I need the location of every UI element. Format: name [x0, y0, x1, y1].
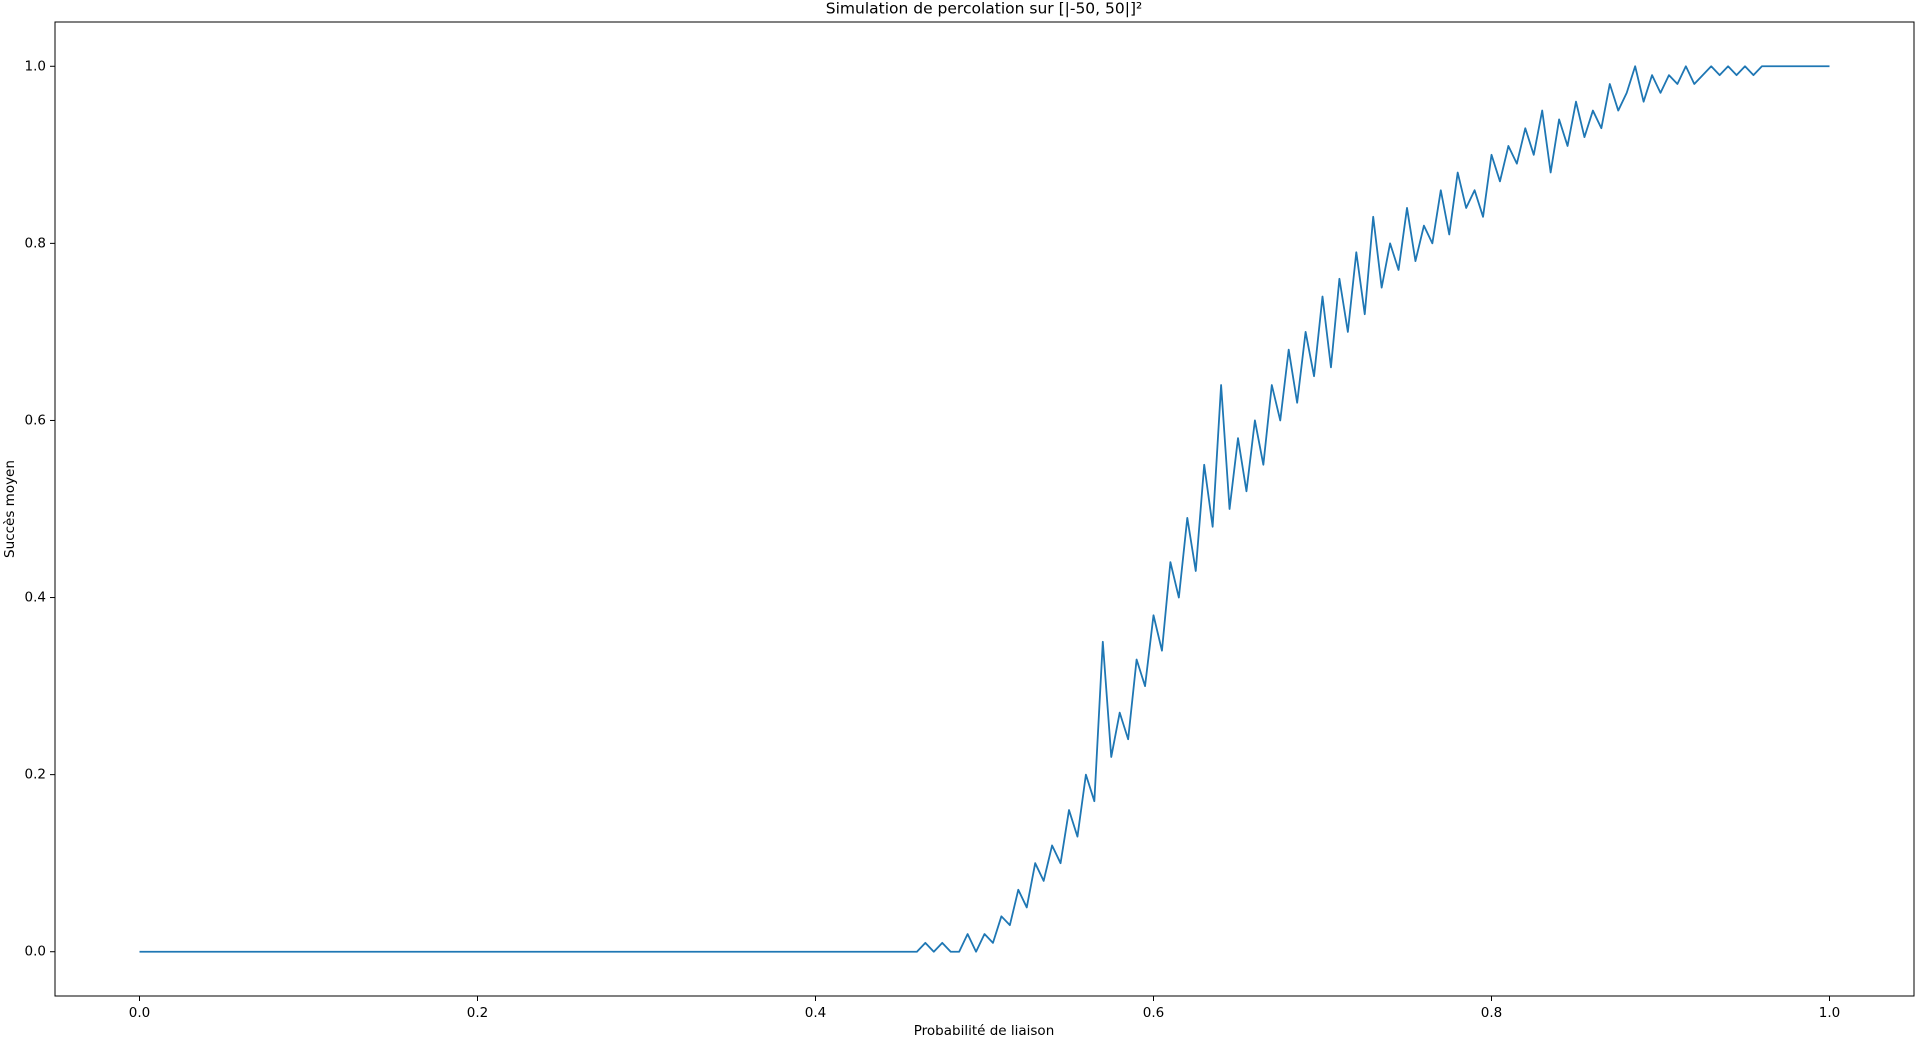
y-tick-label: 0.2 [25, 767, 46, 783]
y-tick-label: 1.0 [25, 58, 46, 74]
line [139, 65, 1830, 953]
x-axis-label: Probabilité de liaison [914, 1023, 1055, 1039]
y-tick-label: 0.8 [25, 235, 46, 251]
y-tick-label: 0.4 [25, 590, 46, 606]
x-tick-label: 0.4 [805, 1005, 826, 1021]
y-tick-label: 0.0 [25, 944, 46, 960]
x-tick-label: 0.6 [1143, 1005, 1164, 1021]
x-tick-label: 0.0 [129, 1005, 150, 1021]
chart-title: Simulation de percolation sur [|-50, 50|… [826, 0, 1142, 18]
y-tick-label: 0.6 [25, 412, 46, 428]
x-tick-label: 0.2 [467, 1005, 488, 1021]
x-tick-label: 0.8 [1481, 1005, 1502, 1021]
y-axis-label: Succès moyen [2, 460, 18, 558]
plot-frame [54, 21, 1915, 997]
x-tick-label: 1.0 [1819, 1005, 1840, 1021]
